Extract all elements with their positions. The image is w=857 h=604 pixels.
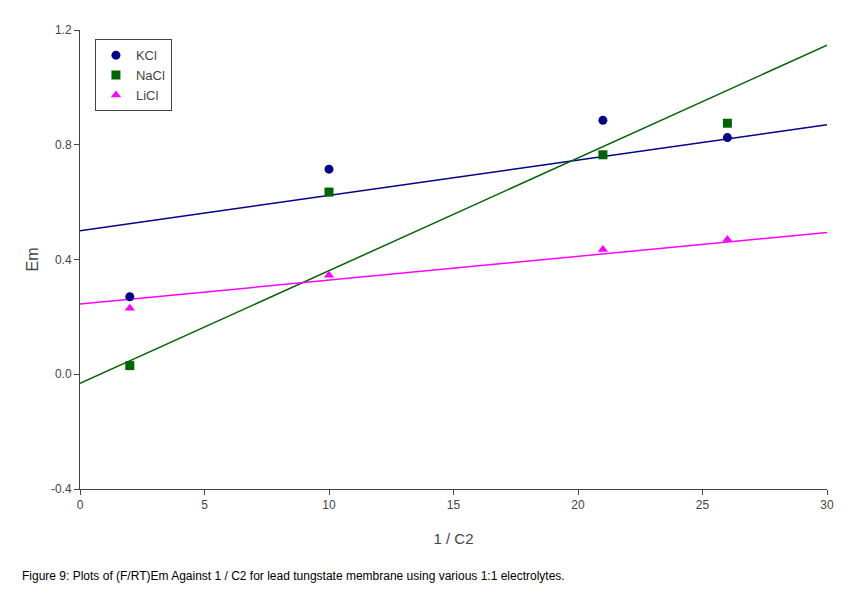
svg-text:0.8: 0.8 bbox=[55, 138, 72, 152]
svg-text:LiCl: LiCl bbox=[136, 88, 159, 103]
svg-text:KCl: KCl bbox=[136, 48, 157, 63]
svg-text:30: 30 bbox=[820, 498, 834, 512]
svg-text:20: 20 bbox=[571, 498, 585, 512]
svg-text:Figure 9: Plots of (F/RT)Em Ag: Figure 9: Plots of (F/RT)Em Against 1 / … bbox=[22, 569, 565, 583]
svg-text:0.0: 0.0 bbox=[55, 367, 72, 381]
svg-text:0: 0 bbox=[77, 498, 84, 512]
svg-text:0.4: 0.4 bbox=[55, 253, 72, 267]
svg-text:15: 15 bbox=[447, 498, 461, 512]
svg-text:-0.4: -0.4 bbox=[51, 482, 72, 496]
svg-text:Em: Em bbox=[24, 248, 41, 272]
svg-text:25: 25 bbox=[696, 498, 710, 512]
svg-text:1 / C2: 1 / C2 bbox=[433, 530, 473, 547]
svg-text:10: 10 bbox=[322, 498, 336, 512]
svg-text:NaCl: NaCl bbox=[136, 68, 165, 83]
svg-text:5: 5 bbox=[201, 498, 208, 512]
svg-text:1.2: 1.2 bbox=[55, 23, 72, 37]
